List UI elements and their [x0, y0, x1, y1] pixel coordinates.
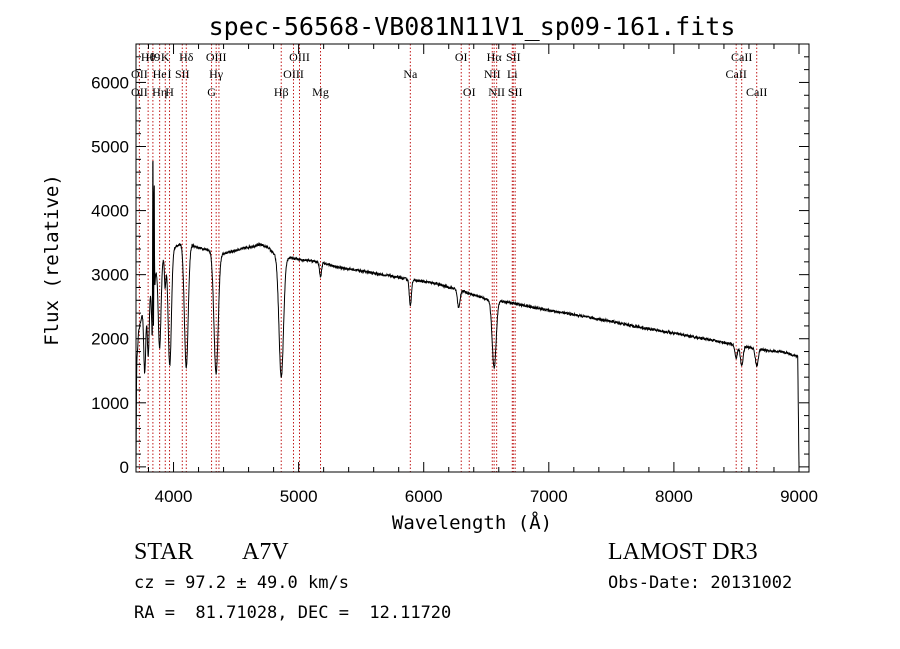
line-marker-label-25: Mg [312, 85, 329, 99]
line-marker-label-3: Hδ [179, 50, 194, 64]
line-marker-label-10: OII [131, 67, 148, 81]
x-tick-label-1: 5000 [280, 487, 318, 506]
line-marker-label-9: CaII [731, 50, 752, 64]
line-marker-label-13: SII [175, 67, 190, 81]
line-marker-label-14: Hγ [209, 67, 224, 81]
line-marker-label-8: SII [506, 50, 521, 64]
line-marker-label-1: H9 [146, 50, 161, 64]
y-tick-label-6: 6000 [91, 73, 129, 92]
y-axis-ticks: 0 1000 2000 3000 4000 5000 6000 [91, 56, 809, 477]
line-marker-label-19: CaII [726, 67, 747, 81]
x-tick-label-0: 4000 [155, 487, 193, 506]
line-marker-label-2: K [161, 50, 170, 64]
x-tick-label-2: 6000 [405, 487, 443, 506]
x-tick-label-3: 7000 [530, 487, 568, 506]
survey-name: LAMOST DR3 [608, 539, 758, 565]
line-marker-label-11: He [153, 67, 167, 81]
line-marker-label-23: G [207, 85, 216, 99]
y-tick-label-1: 1000 [91, 394, 129, 413]
line-marker-label-17: NII [484, 67, 501, 81]
object-type: STAR [134, 539, 194, 565]
line-marker-label-22: H [165, 85, 174, 99]
x-axis-label: Wavelength (Å) [392, 511, 552, 534]
line-marker-label-6: OI [455, 50, 468, 64]
line-marker-label-0: Hθ [141, 50, 156, 64]
line-marker-label-21: Hη [152, 85, 167, 99]
line-marker-label-29: CaII [746, 85, 767, 99]
line-marker-label-7: Hα [487, 50, 503, 64]
y-tick-label-4: 4000 [91, 202, 129, 221]
line-marker-label-20: OII [131, 85, 148, 99]
y-axis-label: Flux (relative) [41, 174, 63, 346]
x-axis-ticks: 4000 5000 6000 7000 8000 9000 [148, 44, 818, 506]
redshift-velocity: cz = 97.2 ± 49.0 km/s [134, 573, 349, 593]
chart-title: spec-56568-VB081N11V1_sp09-161.fits [209, 12, 736, 41]
line-markers [138, 44, 758, 472]
plot-frame [135, 43, 810, 473]
line-marker-label-12: I [168, 67, 172, 81]
line-marker-label-26: OI [463, 85, 476, 99]
x-tick-label-5: 9000 [780, 487, 818, 506]
line-marker-label-16: Na [403, 67, 418, 81]
line-marker-label-18: Li [507, 67, 518, 81]
spectrum-line [135, 160, 800, 467]
y-tick-label-3: 3000 [91, 266, 129, 285]
line-marker-label-5: OIII [289, 50, 310, 64]
y-tick-label-0: 0 [120, 458, 129, 477]
observation-date: Obs-Date: 20131002 [608, 573, 793, 593]
line-marker-label-15: OIII [283, 67, 304, 81]
line-marker-label-27: NII [488, 85, 505, 99]
y-tick-label-2: 2000 [91, 330, 129, 349]
line-marker-label-28: SII [508, 85, 523, 99]
spectral-subclass: A7V [242, 539, 289, 565]
y-tick-label-5: 5000 [91, 138, 129, 157]
x-tick-label-4: 8000 [655, 487, 693, 506]
line-marker-label-24: Hβ [274, 85, 289, 99]
line-marker-label-4: OIII [206, 50, 227, 64]
sky-coordinates: RA = 81.71028, DEC = 12.11720 [134, 603, 452, 623]
